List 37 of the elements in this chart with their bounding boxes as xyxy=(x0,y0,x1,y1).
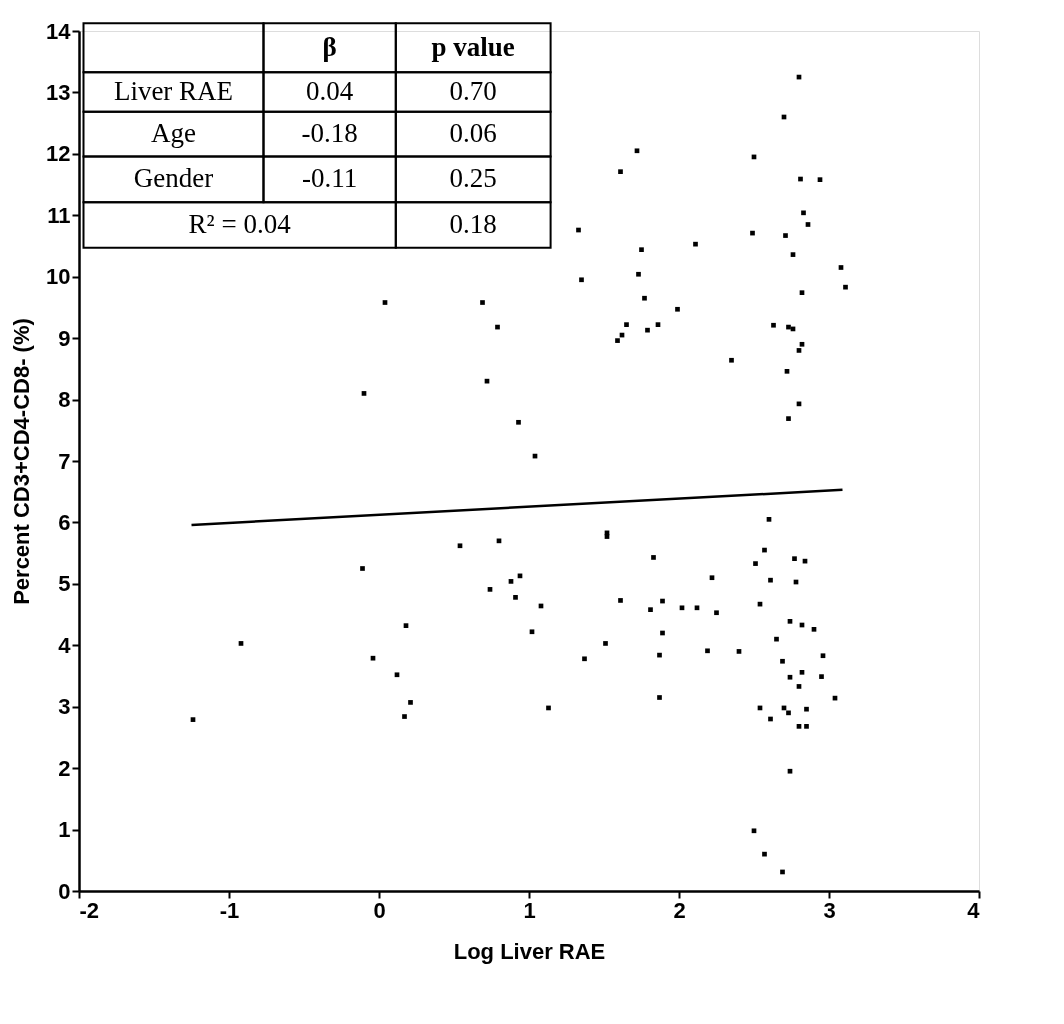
annotation: Liver RAE xyxy=(113,76,234,107)
annotation: 0.25 xyxy=(449,163,497,194)
annotation: p value xyxy=(431,31,515,62)
annotation: 0.18 xyxy=(449,208,497,239)
annotation: 0.04 xyxy=(306,76,354,107)
y-axis-title: Percent CD3+CD4-CD8- (%) xyxy=(9,318,35,605)
y-tick-label: 12 xyxy=(46,141,71,167)
x-tick-label: -1 xyxy=(219,897,240,923)
x-tick-label: 4 xyxy=(967,897,981,923)
x-tick-label: 3 xyxy=(823,897,836,923)
y-tick-label: 2 xyxy=(58,755,71,781)
x-axis-title: Log Liver RAE xyxy=(453,938,606,964)
annotation: 0.70 xyxy=(449,76,497,107)
y-tick-label: 10 xyxy=(46,264,71,290)
annotation: β xyxy=(322,31,337,62)
y-tick-label: 4 xyxy=(58,632,72,658)
x-tick-label: 1 xyxy=(523,897,536,923)
annotation: -0.18 xyxy=(301,118,358,149)
annotation: R² = 0.04 xyxy=(188,208,292,239)
y-tick-label: 0 xyxy=(58,878,71,904)
y-tick-label: 7 xyxy=(58,448,71,474)
annotation: Age xyxy=(151,118,197,149)
y-tick-label: 1 xyxy=(58,817,71,843)
y-tick-label: 14 xyxy=(46,18,72,44)
y-tick-label: 3 xyxy=(58,694,71,720)
annotation: -0.11 xyxy=(302,163,358,194)
x-tick-label: -2 xyxy=(79,897,100,923)
y-tick-label: 9 xyxy=(58,325,71,351)
y-tick-label: 13 xyxy=(46,79,71,105)
y-tick-label: 6 xyxy=(58,509,71,535)
annotation: 0.06 xyxy=(449,118,497,149)
y-tick-label: 8 xyxy=(58,387,71,413)
y-tick-label: 11 xyxy=(47,202,71,228)
x-tick-label: 2 xyxy=(673,897,686,923)
y-tick-label: 5 xyxy=(58,571,71,597)
x-tick-label: 0 xyxy=(373,897,386,923)
annotation: Gender xyxy=(133,163,214,194)
